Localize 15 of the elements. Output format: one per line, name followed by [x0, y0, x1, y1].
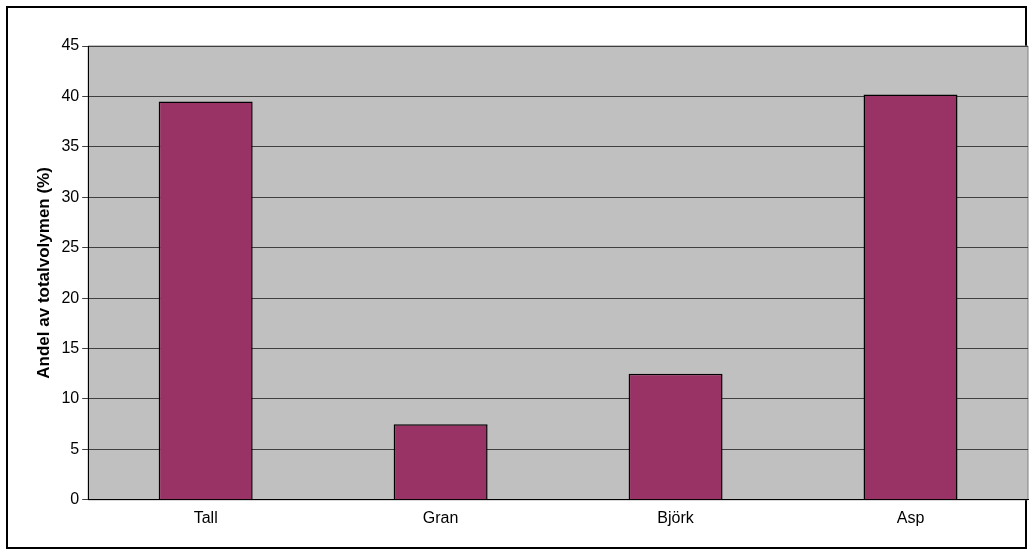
y-tick-label: 5	[70, 439, 80, 457]
y-tick-label: 0	[70, 490, 80, 508]
y-axis-title: Andel av totalvolymen (%)	[33, 167, 53, 379]
x-tick-label: Björk	[657, 508, 695, 526]
x-tick-label: Tall	[193, 508, 218, 526]
y-tick-label: 45	[61, 36, 80, 54]
y-tick-label: 10	[61, 389, 80, 407]
y-tick-label: 35	[61, 137, 80, 155]
y-tick-label: 40	[61, 86, 80, 104]
x-tick-label: Gran	[422, 508, 459, 526]
y-tick-label: 15	[61, 338, 80, 356]
y-tick-label: 30	[61, 187, 80, 205]
y-tick-label: 20	[61, 288, 80, 306]
y-tick-label: 25	[61, 238, 80, 256]
x-tick-label: Asp	[896, 508, 925, 526]
